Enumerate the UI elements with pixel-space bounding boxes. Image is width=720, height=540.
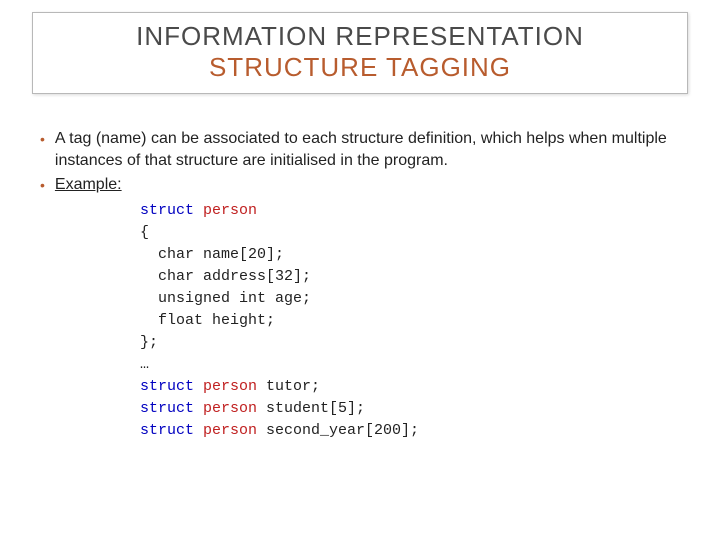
bullet-dot-icon: • [40,174,45,196]
code-rest: }; [140,334,158,351]
code-tag: person [194,400,257,417]
code-keyword: struct [140,422,194,439]
code-rest: … [140,356,149,373]
bullet-item: • Example: [40,174,680,196]
code-rest: second_year[200]; [257,422,419,439]
code-rest: tutor; [257,378,320,395]
code-tag: person [194,202,257,219]
code-block: struct person { char name[20]; char addr… [140,200,680,442]
bullet-item: • A tag (name) can be associated to each… [40,128,680,172]
code-tag: person [194,422,257,439]
title-box: INFORMATION REPRESENTATION STRUCTURE TAG… [32,12,688,94]
code-line: struct person [140,200,680,222]
code-line: struct person tutor; [140,376,680,398]
bullet-text: A tag (name) can be associated to each s… [55,128,680,172]
title-line1: INFORMATION REPRESENTATION [53,21,667,52]
code-line: float height; [140,310,680,332]
bullet-text-underline: Example: [55,176,122,193]
bullet-dot-icon: • [40,128,45,150]
code-rest: char name[20]; [158,246,284,263]
code-keyword: struct [140,400,194,417]
code-rest: char address[32]; [158,268,311,285]
code-keyword: struct [140,202,194,219]
code-line: struct person student[5]; [140,398,680,420]
code-line: }; [140,332,680,354]
code-line: unsigned int age; [140,288,680,310]
title-line2: STRUCTURE TAGGING [53,52,667,83]
code-line: { [140,222,680,244]
bullet-text: Example: [55,174,122,196]
code-line: … [140,354,680,376]
code-rest: unsigned int age; [158,290,311,307]
code-rest: { [140,224,149,241]
code-line: struct person second_year[200]; [140,420,680,442]
code-line: char name[20]; [140,244,680,266]
code-tag: person [194,378,257,395]
content-area: • A tag (name) can be associated to each… [40,128,680,442]
code-line: char address[32]; [140,266,680,288]
code-keyword: struct [140,378,194,395]
code-rest: student[5]; [257,400,365,417]
code-rest: float height; [158,312,275,329]
